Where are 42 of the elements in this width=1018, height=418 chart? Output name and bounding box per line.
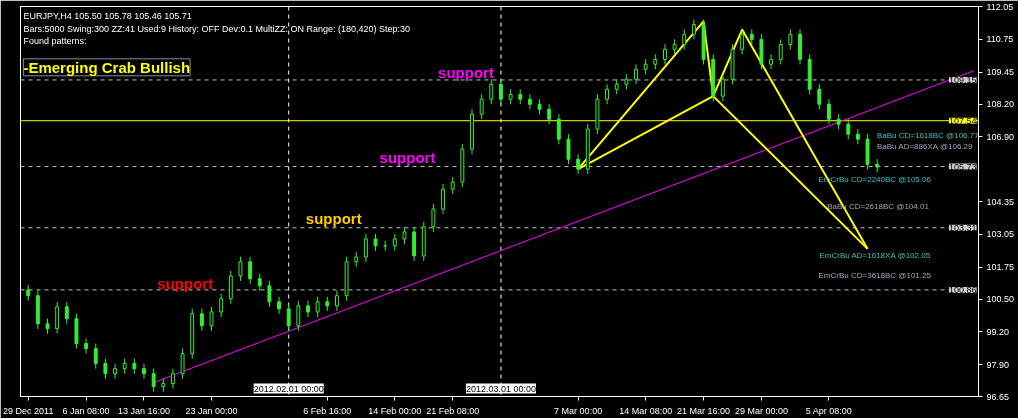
x-tick-label: 6 Feb 16:00 bbox=[303, 405, 352, 416]
y-tick-label: 103.05 bbox=[986, 229, 1015, 240]
y-tick-label: 110.75 bbox=[986, 34, 1014, 45]
annotation: -Emerging Crab Bullish bbox=[23, 58, 191, 76]
x-tick-label: 23 Jan 00:00 bbox=[185, 405, 238, 416]
y-tick-label: 100.50 bbox=[986, 294, 1015, 304]
x-tick-label: 14 Mar 08:00 bbox=[619, 405, 673, 416]
ref-line-label: 107.54 bbox=[948, 115, 977, 126]
y-tick-label: 97.90 bbox=[986, 359, 1010, 370]
y-tick-label: 108.20 bbox=[986, 99, 1015, 109]
ref-line-label: 103.31 bbox=[948, 222, 977, 233]
x-tick-label: 21 Feb 08:00 bbox=[426, 405, 480, 416]
x-tick-label: 5 Apr 08:00 bbox=[805, 405, 852, 416]
y-tick-label: 109.45 bbox=[986, 67, 1015, 78]
text: Bars:5000 Swing:300 ZZ:41 Used:9 History: OFF Dev:0.1 MultiZZ: ON Range: (180,420) Step:30 bbox=[23, 23, 411, 34]
y-tick-label: 99.20 bbox=[986, 326, 1010, 337]
x-tick-label: 7 Mar 00:00 bbox=[554, 405, 603, 416]
ref-line-label: 100.86 bbox=[948, 284, 977, 295]
y-tick-label: 96.65 bbox=[986, 391, 1010, 402]
x-tick-label: 21 Mar 16:00 bbox=[677, 405, 731, 416]
y-tick-label: 106.90 bbox=[986, 131, 1015, 142]
annotation: support bbox=[379, 149, 436, 167]
y-tick-label: 101.75 bbox=[986, 262, 1015, 273]
y-tick-label: 104.35 bbox=[986, 196, 1015, 207]
x-tick-label: 13 Jan 16:00 bbox=[117, 405, 171, 416]
x-tick-label: 14 Feb 00:00 bbox=[368, 405, 422, 416]
annotation: BaBu AD=886XA @106.29 bbox=[876, 142, 974, 152]
text: EURJPY,H4 105.50 105.78 105.46 105.71 bbox=[23, 11, 192, 22]
annotation: support bbox=[305, 209, 362, 227]
x-tick-label: 29 Mar 00:00 bbox=[734, 405, 788, 416]
annotation: EmCrBu CD=3618BC @101.25 bbox=[818, 270, 932, 280]
annotation: EmCrBu AD=1618XA @102.05 bbox=[819, 250, 931, 260]
x-tick-label: 2012.02.01 00:00 bbox=[253, 383, 324, 394]
x-tick-label: 29 Dec 2011 bbox=[3, 405, 54, 416]
x-tick-label: 6 Jan 08:00 bbox=[62, 405, 110, 416]
annotation: support bbox=[157, 274, 214, 292]
annotation: support bbox=[438, 63, 494, 81]
ref-line-label: 109.15 bbox=[948, 74, 977, 85]
ref-line-label: 105.73 bbox=[948, 161, 977, 172]
y-tick-label: 112.05 bbox=[986, 1, 1014, 12]
x-tick-label: 2012.03.01 00:00 bbox=[465, 383, 536, 394]
annotation: Found patterns: bbox=[23, 36, 87, 47]
